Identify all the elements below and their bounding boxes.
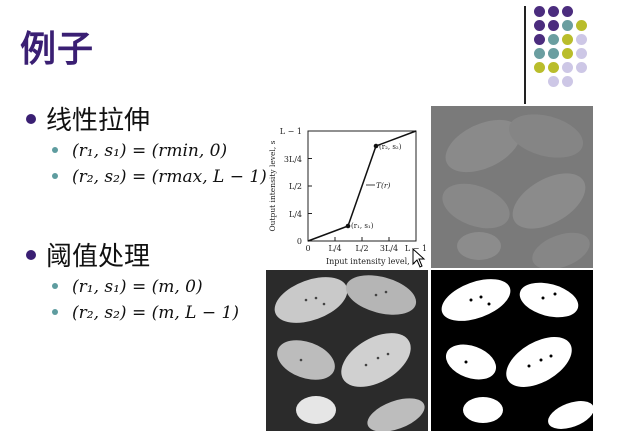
formula-item: (r₁, s₁) = (m, 0): [52, 277, 203, 297]
pollen-image-thresholded: [431, 270, 593, 431]
section-heading-linear-stretch: 线性拉伸: [26, 100, 150, 137]
decor-dot: [562, 20, 573, 31]
pollen-image-contrast-stretched: [266, 270, 428, 431]
decor-dot: [576, 20, 587, 31]
formula-item: (r₂, s₂) = (m, L − 1): [52, 303, 239, 323]
transfer-curve: [307, 130, 417, 242]
decor-dot: [548, 62, 559, 73]
y-tick-label: L − 1: [280, 127, 302, 136]
section-heading-text: 阈值处理: [46, 242, 151, 272]
decor-dot: [576, 62, 587, 73]
y-tick-label: L/2: [289, 182, 302, 191]
bullet-dot: [52, 146, 58, 153]
decor-dot: [534, 20, 545, 31]
decor-dot: [534, 62, 545, 73]
decor-dot: [548, 76, 559, 87]
bullet-dot: [26, 113, 36, 124]
decor-dot: [548, 20, 559, 31]
point-r2-s2: [373, 143, 379, 149]
point-r2-s2-label: (r₂, s₂): [379, 143, 402, 151]
mouse-cursor-icon: [412, 247, 426, 272]
formula-text: (r₂, s₂) = (m, L − 1): [72, 303, 239, 323]
decorative-dot-grid: [534, 6, 606, 98]
decor-dot: [576, 48, 587, 59]
point-r1-s1: [345, 223, 351, 229]
decor-dot: [562, 48, 573, 59]
section-heading-thresholding: 阈值处理: [26, 236, 150, 273]
section-heading-text: 线性拉伸: [46, 106, 151, 136]
title-divider: [524, 6, 526, 104]
decor-dot: [534, 34, 545, 45]
decor-dot: [548, 34, 559, 45]
transform-function-plot: L − 1 3L/4 L/2 L/4 0 0 L/4 L/2 3L/4 L − …: [266, 106, 428, 268]
point-r1-s1-label: (r₁, s₁): [351, 222, 374, 230]
x-tick-label: L − 1: [405, 244, 427, 253]
bullet-dot: [52, 282, 58, 289]
decor-dot: [548, 6, 559, 17]
y-tick-label: 0: [297, 237, 302, 246]
decor-dot: [576, 34, 587, 45]
x-tick-label: 0: [305, 244, 310, 253]
curve-label: T(r): [376, 181, 391, 190]
decor-dot: [562, 34, 573, 45]
decor-dot: [548, 48, 559, 59]
formula-text: (r₂, s₂) = (rmax, L − 1): [72, 167, 267, 187]
decor-dot: [534, 6, 545, 17]
y-tick-label: 3L/4: [284, 155, 302, 164]
decor-dot: [562, 76, 573, 87]
x-axis-label: Input intensity level, r: [326, 257, 416, 266]
y-tick-label: L/4: [289, 210, 302, 219]
formula-item: (r₁, s₁) = (rmin, 0): [52, 141, 227, 161]
decor-dot: [534, 48, 545, 59]
x-tick-label: 3L/4: [380, 244, 398, 253]
slide-title: 例子: [20, 29, 95, 70]
bullet-dot: [26, 249, 36, 260]
formula-item: (r₂, s₂) = (rmax, L − 1): [52, 167, 267, 187]
formula-text: (r₁, s₁) = (m, 0): [72, 277, 203, 297]
x-tick-label: L/2: [355, 244, 368, 253]
bullet-dot: [52, 308, 58, 315]
decor-dot: [562, 62, 573, 73]
decor-dot: [562, 6, 573, 17]
x-tick-label: L/4: [328, 244, 341, 253]
formula-text: (r₁, s₁) = (rmin, 0): [72, 141, 228, 161]
pollen-image-low-contrast: [431, 106, 593, 268]
y-axis-label: Output intensity level, s: [268, 140, 277, 231]
bullet-dot: [52, 172, 58, 179]
